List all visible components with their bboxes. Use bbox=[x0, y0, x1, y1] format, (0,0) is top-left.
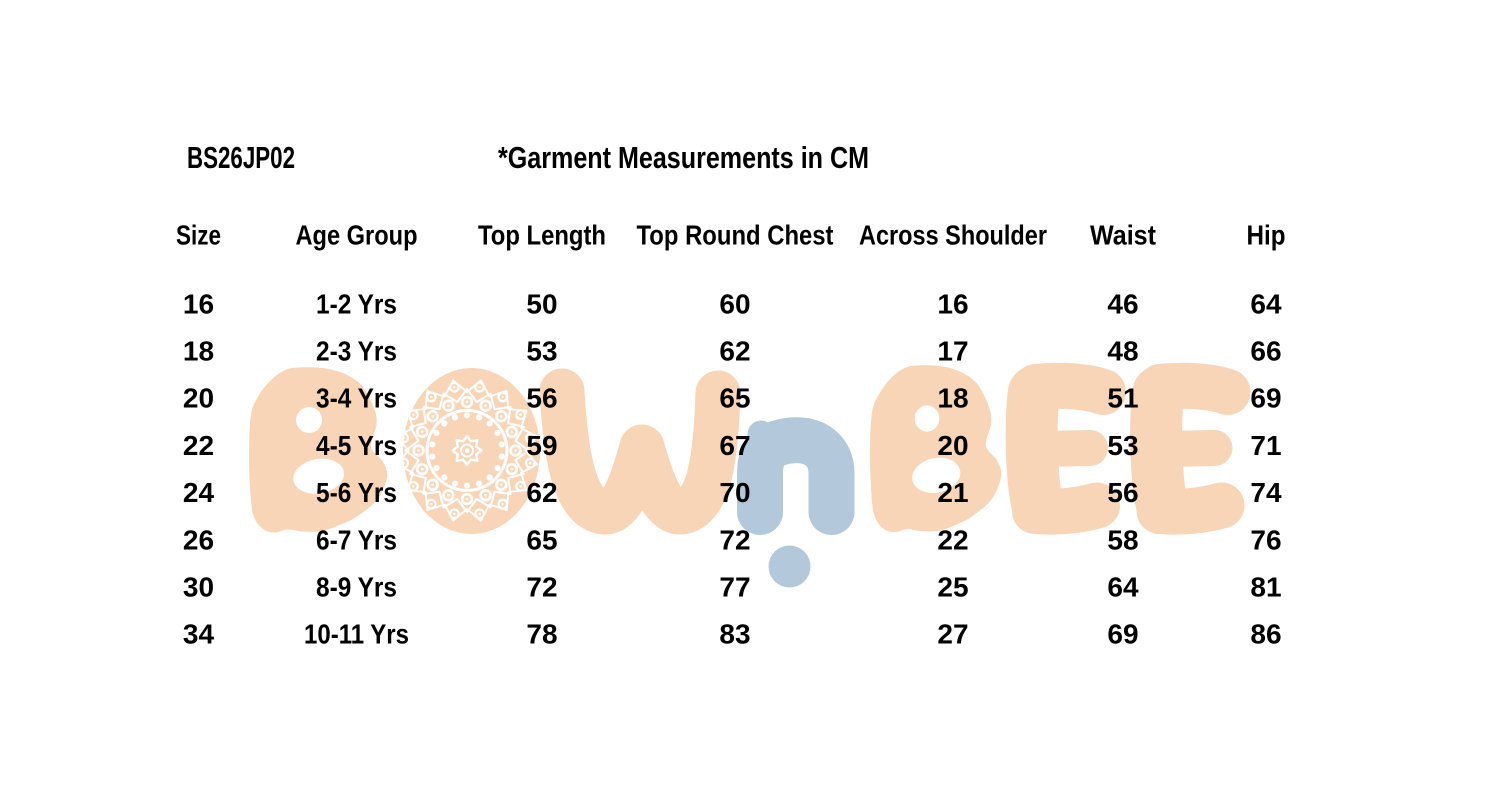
svg-text:62: 62 bbox=[526, 477, 557, 508]
svg-text:69: 69 bbox=[1250, 383, 1281, 414]
svg-text:20: 20 bbox=[183, 383, 214, 414]
svg-text:1-2 Yrs: 1-2 Yrs bbox=[316, 288, 397, 319]
svg-text:71: 71 bbox=[1250, 430, 1281, 461]
svg-text:8-9 Yrs: 8-9 Yrs bbox=[316, 572, 397, 603]
svg-text:56: 56 bbox=[1107, 477, 1138, 508]
svg-text:77: 77 bbox=[719, 572, 750, 603]
svg-text:48: 48 bbox=[1107, 336, 1138, 367]
svg-text:5-6 Yrs: 5-6 Yrs bbox=[316, 477, 397, 508]
svg-text:66: 66 bbox=[1250, 336, 1281, 367]
svg-text:3-4 Yrs: 3-4 Yrs bbox=[316, 383, 397, 414]
svg-text:*Garment Measurements in CM: *Garment Measurements in CM bbox=[498, 140, 869, 175]
svg-text:69: 69 bbox=[1107, 619, 1138, 650]
svg-text:21: 21 bbox=[937, 477, 968, 508]
svg-text:74: 74 bbox=[1250, 477, 1282, 508]
svg-text:53: 53 bbox=[526, 336, 557, 367]
svg-text:16: 16 bbox=[937, 288, 968, 319]
svg-text:6-7 Yrs: 6-7 Yrs bbox=[316, 524, 397, 555]
svg-text:86: 86 bbox=[1250, 619, 1281, 650]
svg-text:62: 62 bbox=[719, 336, 750, 367]
svg-text:81: 81 bbox=[1250, 572, 1281, 603]
svg-text:67: 67 bbox=[719, 430, 750, 461]
svg-text:65: 65 bbox=[526, 524, 557, 555]
svg-text:18: 18 bbox=[183, 336, 214, 367]
svg-text:18: 18 bbox=[937, 383, 968, 414]
svg-text:22: 22 bbox=[183, 430, 214, 461]
svg-text:59: 59 bbox=[526, 430, 557, 461]
svg-text:Top Length: Top Length bbox=[478, 220, 606, 251]
svg-text:24: 24 bbox=[183, 477, 215, 508]
svg-text:Waist: Waist bbox=[1090, 220, 1156, 251]
svg-text:65: 65 bbox=[719, 383, 750, 414]
svg-text:46: 46 bbox=[1107, 288, 1138, 319]
svg-text:25: 25 bbox=[937, 572, 968, 603]
svg-text:Size: Size bbox=[176, 220, 221, 251]
svg-text:16: 16 bbox=[183, 288, 214, 319]
svg-text:56: 56 bbox=[526, 383, 557, 414]
svg-text:27: 27 bbox=[937, 619, 968, 650]
svg-text:4-5 Yrs: 4-5 Yrs bbox=[316, 430, 397, 461]
svg-text:26: 26 bbox=[183, 524, 214, 555]
svg-text:Age Group: Age Group bbox=[296, 220, 418, 251]
svg-text:72: 72 bbox=[526, 572, 557, 603]
svg-text:53: 53 bbox=[1107, 430, 1138, 461]
svg-text:Top Round Chest: Top Round Chest bbox=[637, 220, 834, 251]
svg-text:2-3 Yrs: 2-3 Yrs bbox=[316, 336, 397, 367]
svg-text:Across Shoulder: Across Shoulder bbox=[859, 220, 1047, 251]
svg-text:51: 51 bbox=[1107, 383, 1138, 414]
svg-text:50: 50 bbox=[526, 288, 557, 319]
svg-text:10-11 Yrs: 10-11 Yrs bbox=[304, 619, 409, 650]
svg-text:76: 76 bbox=[1250, 524, 1281, 555]
svg-text:70: 70 bbox=[719, 477, 750, 508]
svg-text:17: 17 bbox=[937, 336, 968, 367]
svg-text:78: 78 bbox=[526, 619, 557, 650]
svg-text:Hip: Hip bbox=[1247, 220, 1286, 251]
svg-text:72: 72 bbox=[719, 524, 750, 555]
svg-text:22: 22 bbox=[937, 524, 968, 555]
svg-text:30: 30 bbox=[183, 572, 214, 603]
svg-text:58: 58 bbox=[1107, 524, 1138, 555]
svg-text:BS26JP02: BS26JP02 bbox=[187, 140, 295, 175]
svg-text:60: 60 bbox=[719, 288, 750, 319]
svg-text:20: 20 bbox=[937, 430, 968, 461]
svg-text:64: 64 bbox=[1250, 288, 1282, 319]
svg-text:83: 83 bbox=[719, 619, 750, 650]
svg-text:64: 64 bbox=[1107, 572, 1139, 603]
svg-text:34: 34 bbox=[183, 619, 215, 650]
